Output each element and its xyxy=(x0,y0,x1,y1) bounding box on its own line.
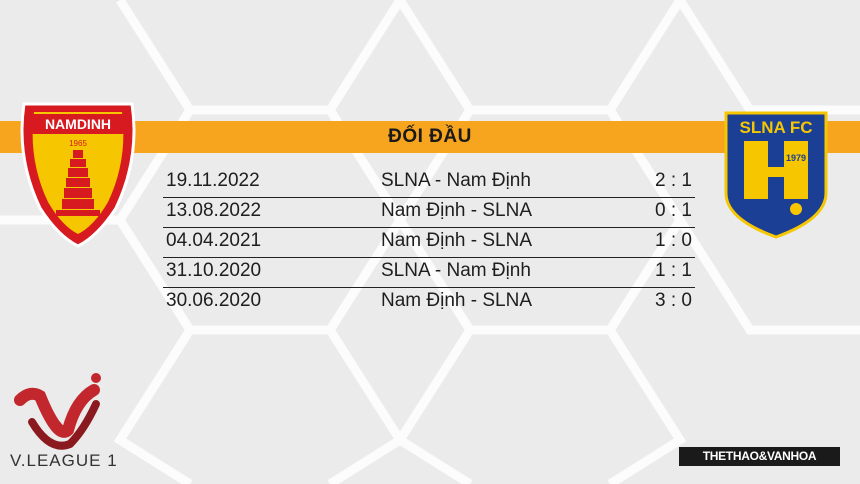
match-score: 1 : 1 xyxy=(655,260,692,281)
head-to-head-banner: ĐỐI ĐẦU xyxy=(0,121,860,153)
match-fixture: Nam Định - SLNA xyxy=(381,230,532,251)
match-fixture: Nam Định - SLNA xyxy=(381,290,532,311)
banner-title: ĐỐI ĐẦU xyxy=(388,126,472,147)
table-row: 30.06.2020 Nam Định - SLNA 3 : 0 xyxy=(163,288,695,318)
publisher-name: THETHAO&VANHOA xyxy=(702,449,817,463)
away-logo-year: 1979 xyxy=(786,153,806,163)
table-row: 19.11.2022 SLNA - Nam Định 2 : 1 xyxy=(163,168,695,198)
slna-logo: SLNA FC 1979 xyxy=(724,111,828,239)
away-logo-text: SLNA FC xyxy=(739,118,812,137)
table-row: 13.08.2022 Nam Định - SLNA 0 : 1 xyxy=(163,198,695,228)
results-table: 19.11.2022 SLNA - Nam Định 2 : 1 13.08.2… xyxy=(163,168,695,318)
match-score: 2 : 1 xyxy=(655,170,692,191)
nam-dinh-logo: NAMDINH 1965 xyxy=(20,102,136,248)
v-league-logo xyxy=(14,373,101,450)
match-date: 13.08.2022 xyxy=(166,200,262,221)
match-fixture: Nam Định - SLNA xyxy=(381,200,532,221)
league-name: V.LEAGUE 1 xyxy=(10,451,118,470)
match-date: 04.04.2021 xyxy=(166,230,262,251)
match-date: 30.06.2020 xyxy=(166,290,262,311)
match-score: 1 : 0 xyxy=(655,230,692,251)
match-date: 19.11.2022 xyxy=(166,170,260,191)
match-fixture: SLNA - Nam Định xyxy=(381,170,531,191)
table-row: 04.04.2021 Nam Định - SLNA 1 : 0 xyxy=(163,228,695,258)
home-logo-year: 1965 xyxy=(69,139,87,148)
table-row: 31.10.2020 SLNA - Nam Định 1 : 1 xyxy=(163,258,695,288)
match-score: 3 : 0 xyxy=(655,290,692,311)
home-logo-text: NAMDINH xyxy=(45,116,111,132)
publisher-logo: THETHAO&VANHOA xyxy=(679,447,840,466)
match-fixture: SLNA - Nam Định xyxy=(381,260,531,281)
match-score: 0 : 1 xyxy=(655,200,692,221)
match-date: 31.10.2020 xyxy=(166,260,262,281)
